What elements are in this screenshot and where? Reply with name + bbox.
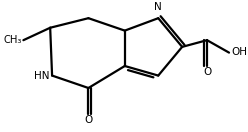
Text: O: O: [204, 67, 212, 77]
Text: HN: HN: [34, 71, 49, 81]
Text: CH₃: CH₃: [3, 35, 22, 45]
Text: O: O: [84, 115, 93, 125]
Text: OH: OH: [231, 47, 247, 57]
Text: N: N: [154, 3, 162, 12]
